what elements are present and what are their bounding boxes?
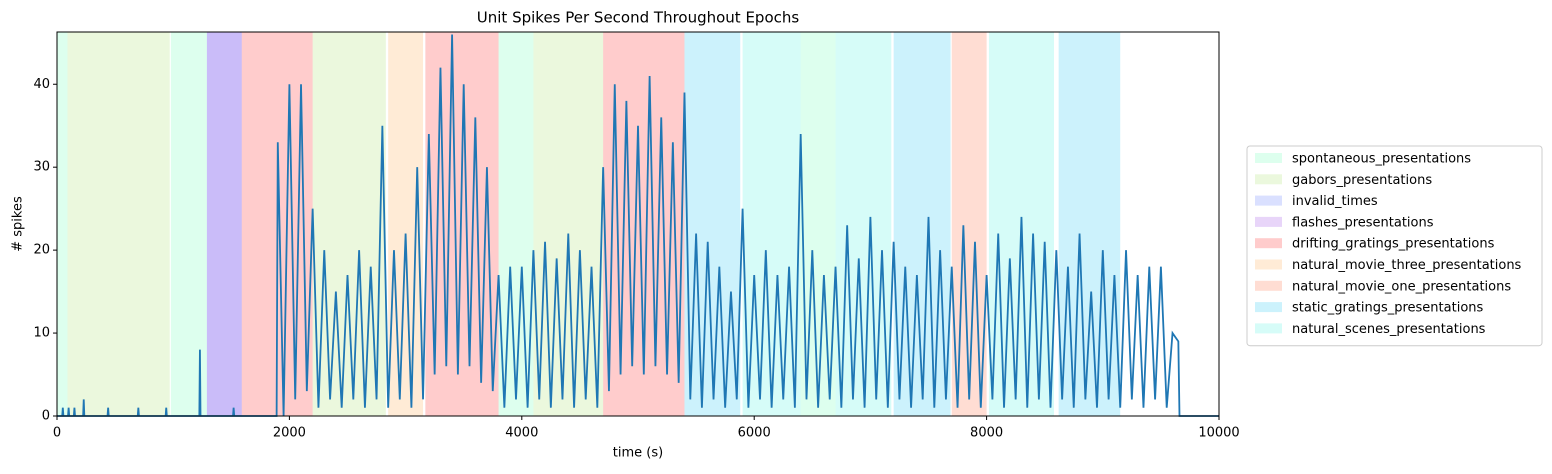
y-tick-label: 0	[42, 409, 50, 424]
epoch-span	[951, 32, 987, 416]
x-tick-label: 8000	[970, 426, 1003, 441]
epoch-span	[388, 32, 424, 416]
epoch-span	[800, 32, 836, 416]
legend-swatch	[1255, 195, 1282, 206]
x-tick-label: 6000	[738, 426, 771, 441]
epoch-span	[206, 32, 242, 416]
legend-label: natural_movie_one_presentations	[1292, 279, 1511, 294]
epoch-span	[533, 32, 604, 416]
legend-swatch	[1255, 259, 1282, 270]
epoch-span	[893, 32, 951, 416]
legend-label: gabors_presentations	[1292, 173, 1432, 188]
legend-swatch	[1255, 238, 1282, 249]
legend-label: drifting_gratings_presentations	[1292, 237, 1495, 252]
legend-swatch	[1255, 280, 1282, 291]
legend-label: natural_movie_three_presentations	[1292, 258, 1522, 273]
plot-frame	[56, 31, 1220, 417]
legend-swatch	[1255, 302, 1282, 313]
x-tick-label: 2000	[273, 426, 306, 441]
epoch-span	[170, 32, 207, 416]
x-axis-label: time (s)	[613, 446, 663, 461]
legend-swatch	[1255, 153, 1282, 163]
legend-swatch	[1255, 174, 1282, 185]
epoch-span	[742, 32, 801, 416]
y-axis-label: # spikes	[11, 196, 26, 252]
legend-swatch	[1255, 323, 1282, 334]
legend-label: static_gratings_presentations	[1292, 301, 1484, 316]
legend-label: natural_scenes_presentations	[1292, 322, 1486, 337]
x-tick-label: 0	[53, 426, 61, 441]
epoch-span	[57, 32, 68, 416]
y-tick-label: 10	[33, 326, 50, 341]
x-tick-label: 10000	[1198, 426, 1239, 441]
epoch-span	[206, 32, 242, 416]
legend-label: invalid_times	[1292, 194, 1378, 209]
legend-label: spontaneous_presentations	[1292, 152, 1471, 167]
y-tick-label: 20	[33, 243, 50, 258]
epoch-span	[835, 32, 892, 416]
legend-swatch	[1255, 216, 1282, 227]
spike-line	[57, 34, 1219, 417]
chart-title: Unit Spikes Per Second Throughout Epochs	[477, 9, 800, 27]
x-tick-label: 4000	[505, 426, 538, 441]
epoch-span	[498, 32, 534, 416]
epoch-span	[67, 32, 170, 416]
legend-box	[1246, 145, 1543, 347]
y-tick-label: 30	[33, 160, 50, 175]
y-tick-label: 40	[33, 77, 50, 92]
legend-label: flashes_presentations	[1292, 215, 1434, 230]
